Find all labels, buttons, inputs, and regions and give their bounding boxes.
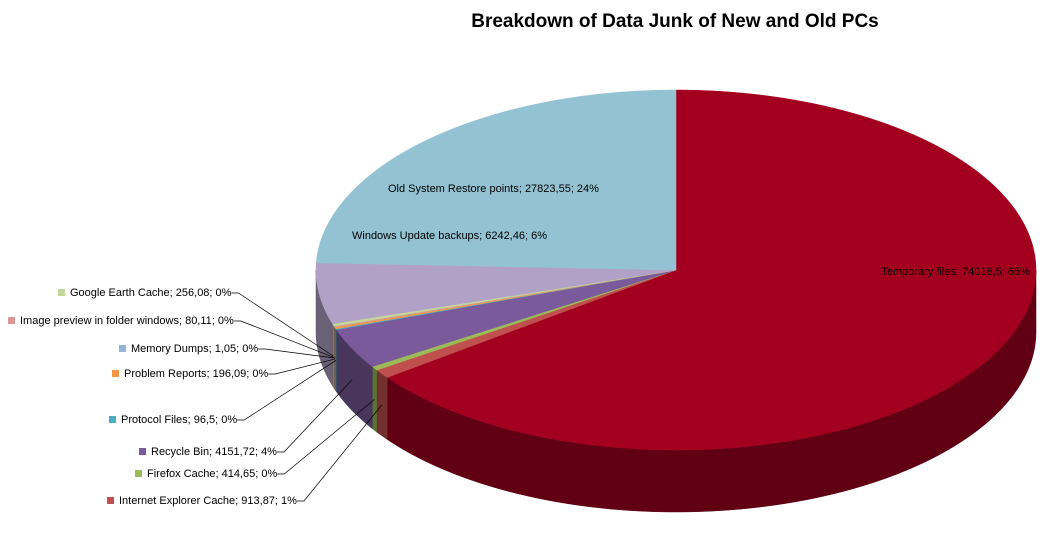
data-label: Old System Restore points; 27823,55; 24%: [388, 183, 599, 195]
label-marker: [8, 317, 15, 324]
data-label: Google Earth Cache; 256,08; 0%: [70, 287, 232, 299]
pie-slice: [316, 90, 676, 270]
data-label: Problem Reports; 196,09; 0%: [124, 368, 269, 380]
data-label: Protocol Files; 96,5; 0%: [121, 414, 237, 426]
label-marker: [119, 345, 126, 352]
pie-slice-side: [377, 370, 387, 439]
label-marker: [112, 370, 119, 377]
data-label: Internet Explorer Cache; 913,87; 1%: [119, 495, 297, 507]
label-marker: [107, 497, 114, 504]
data-label: Firefox Cache; 414,65; 0%: [147, 468, 277, 480]
data-label: Memory Dumps; 1,05; 0%: [131, 343, 258, 355]
label-marker: [135, 470, 142, 477]
data-label: Windows Update backups; 6242,46; 6%: [352, 230, 547, 242]
label-marker: [109, 416, 116, 423]
label-marker: [58, 289, 65, 296]
data-label: Recycle Bin; 4151,72; 4%: [151, 446, 277, 458]
data-label: Temporary files; 74018,5; 65%: [881, 266, 1030, 278]
chart-title: Breakdown of Data Junk of New and Old PC…: [471, 11, 879, 32]
data-label: Image preview in folder windows; 80,11; …: [20, 315, 234, 327]
label-marker: [139, 448, 146, 455]
pie-slice-side: [372, 367, 376, 432]
